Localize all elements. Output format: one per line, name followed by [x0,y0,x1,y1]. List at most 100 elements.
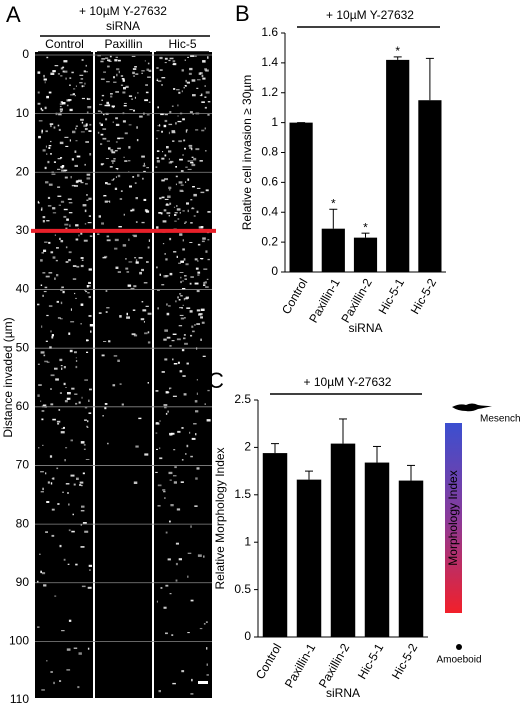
scale-bottom: Amoeboid [436,655,481,666]
cell-speck [84,530,89,533]
cell-speck [161,157,165,160]
cell-speck [40,208,43,211]
cell-speck [98,312,102,314]
cell-speck [58,128,61,131]
cell-speck [72,93,75,95]
cell-speck [61,630,65,632]
cell-speck [65,227,68,230]
cell-speck [45,181,49,184]
cell-speck [202,237,206,240]
cell-speck [191,207,195,210]
cell-speck [164,358,168,361]
cell-speck [65,145,69,147]
cell-speck [104,255,108,258]
cell-speck [163,209,167,212]
cell-speck [144,332,148,335]
cell-speck [177,296,179,299]
cell-speck [184,59,186,61]
cell-speck [147,312,152,315]
cell-speck [206,278,209,280]
cell-speck [89,569,91,571]
cell-speck [104,104,108,107]
cell-speck [86,111,89,114]
cell-speck [133,481,138,484]
cell-speck [185,166,188,168]
cell-speck [64,223,69,226]
cell-speck [168,305,171,307]
cell-speck [183,393,187,396]
cell-speck [197,260,199,262]
cell-speck [45,531,48,533]
cell-speck [116,73,118,77]
cell-speck [196,187,201,189]
y-tick-label: 10 [16,106,30,120]
cell-speck [178,140,182,143]
y-tick-label: 50 [16,340,30,354]
cell-speck [69,139,71,142]
cell-speck [65,483,70,485]
cell-speck [101,94,105,97]
cell-speck [88,296,91,299]
bar [398,480,424,637]
cell-speck [183,86,185,89]
cell-speck [141,72,143,74]
cell-speck [189,310,193,313]
cell-speck [66,669,71,671]
cell-speck [166,146,169,149]
cell-speck [50,482,53,485]
cell-speck [178,325,183,327]
y-tick-label: 1 [244,534,251,548]
cell-speck [80,257,84,259]
cell-speck [177,104,179,107]
cell-speck [51,335,54,337]
y-tick-label: 90 [16,575,30,589]
cell-speck [136,126,138,129]
y-tick-label: 1.4 [261,55,278,69]
x-tick-label: Paxillin-2 [338,276,375,325]
cell-speck [44,106,47,110]
x-tick-label: Control [253,641,284,682]
cell-speck [138,257,143,259]
cell-speck [57,73,60,75]
cell-speck [71,184,76,187]
cell-speck [80,118,84,121]
cell-speck [187,178,190,181]
cell-speck [168,123,173,126]
cell-speck [137,92,139,94]
cell-speck [63,366,66,369]
cell-speck [203,268,208,270]
cell-speck [102,163,105,165]
cell-speck [183,337,186,340]
cell-speck [187,209,189,213]
cell-speck [41,572,46,575]
cell-speck [86,351,89,353]
chart-title: + 10µM Y-27632 [326,8,414,22]
cell-speck [72,265,77,267]
cell-speck [71,530,75,533]
cell-speck [59,103,64,105]
cell-speck [88,281,91,284]
cell-speck [85,459,90,460]
panel-label: C [208,368,224,393]
cell-speck [125,85,129,88]
cell-speck [88,412,92,414]
bar [364,462,390,637]
cell-speck [175,183,177,186]
cell-speck [67,563,70,565]
bar [296,479,322,637]
cell-speck [165,531,168,534]
cell-speck [184,275,187,277]
cell-speck [199,72,203,75]
cell-speck [133,75,135,77]
cell-speck [89,235,93,237]
cell-speck [166,312,170,316]
cell-speck [179,212,181,214]
cell-speck [70,176,72,179]
cell-speck [131,98,133,100]
cell-speck [156,137,158,140]
cell-speck [69,224,71,227]
cell-speck [191,163,196,167]
cell-speck [165,584,169,587]
cell-speck [106,104,111,107]
y-tick-label: 2.5 [234,392,251,406]
